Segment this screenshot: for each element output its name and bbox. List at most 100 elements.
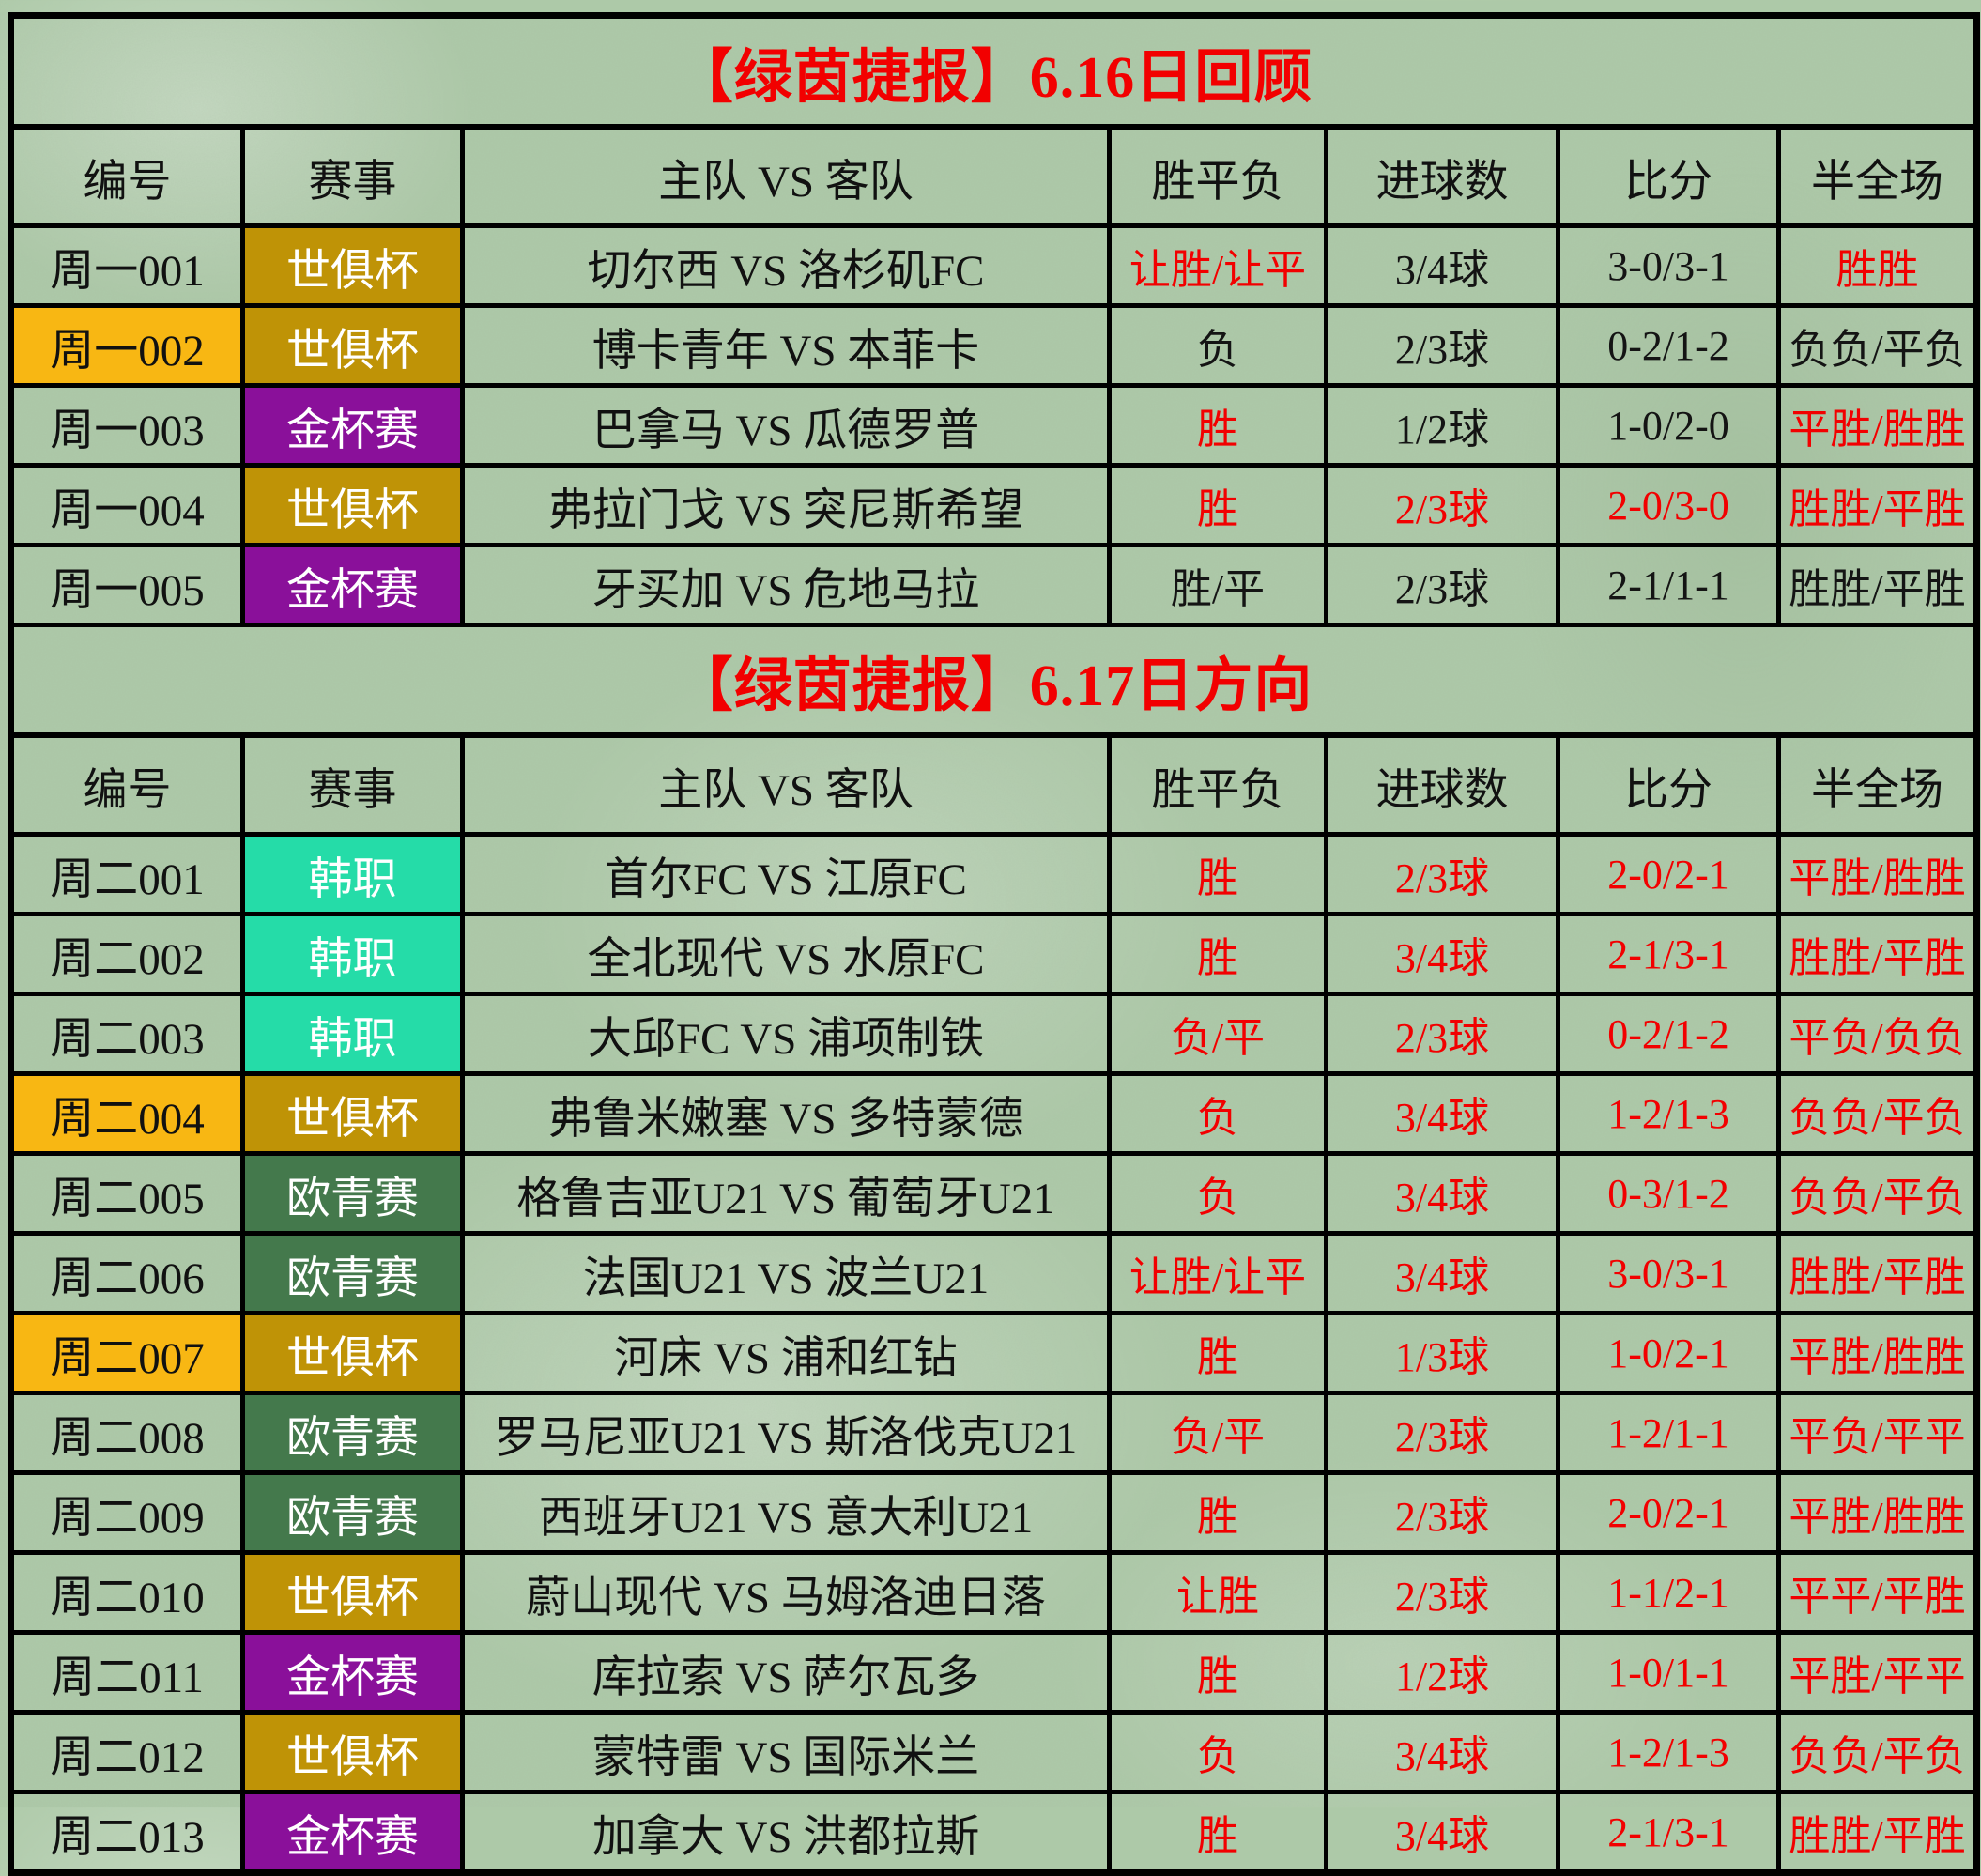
column-header: 胜平负 <box>1107 124 1328 228</box>
league-badge-cell: 金杯赛 <box>240 543 465 627</box>
match-teams-cell: 罗马尼亚U21 VS 斯洛伐克U21 <box>460 1391 1112 1475</box>
result-goals-cell: 3/4球 <box>1324 223 1560 308</box>
result-wdl-cell: 胜 <box>1107 1311 1328 1395</box>
league-badge-cell: 世俱杯 <box>240 1311 465 1395</box>
match-teams-cell: 弗拉门戈 VS 突尼斯希望 <box>460 463 1112 547</box>
match-id-cell: 周一001 <box>8 223 245 308</box>
result-wdl-cell: 负 <box>1107 1151 1328 1236</box>
result-score-cell: 1-1/2-1 <box>1556 1550 1781 1635</box>
result-goals-cell: 2/3球 <box>1324 303 1560 388</box>
column-header: 半全场 <box>1775 124 1980 228</box>
league-badge-cell: 世俱杯 <box>240 1710 465 1794</box>
league-badge-cell: 韩职 <box>240 912 465 996</box>
match-id-cell: 周一003 <box>8 383 245 468</box>
bulletin-page: { "palette": { "page_background": "#adc9… <box>0 12 1981 1876</box>
league-badge-cell: 金杯赛 <box>240 1630 465 1715</box>
result-wdl-cell: 胜 <box>1107 463 1328 547</box>
match-id-cell: 周一004 <box>8 463 245 547</box>
result-wdl-cell: 胜 <box>1107 1790 1328 1875</box>
result-wdl-cell: 负 <box>1107 303 1328 388</box>
section-title-row: 【绿茵捷报】6.16日回顾 <box>8 13 1980 130</box>
result-goals-cell: 3/4球 <box>1324 1710 1560 1794</box>
match-row: 周二011 金杯赛 库拉索 VS 萨尔瓦多胜 1/2球 1-0/1-1 平胜/平平 <box>8 1630 1980 1715</box>
result-wdl-cell: 胜 <box>1107 912 1328 996</box>
match-row: 周一005 金杯赛 牙买加 VS 危地马拉 胜/平 2/3球 2-1/1-1 胜胜/平胜 <box>8 543 1980 627</box>
section-june16-review: 【绿茵捷报】6.16日回顾 编号 赛事 主队 VS 客队 胜平负 进球数 比分 半全场 周一0… <box>8 13 1980 627</box>
result-wdl-cell: 胜 <box>1107 1470 1328 1555</box>
match-row: 周二009 欧青赛 西班牙U21 VS 意大利U21 胜 2/3球 2-0/2-1 平胜/胜… <box>8 1470 1980 1555</box>
column-header: 主队 VS 客队 <box>460 124 1112 228</box>
match-row: 周二012 世俱杯 蒙特雷 VS 国际米兰负 3/4球 1-2/1-3 负负/平负 <box>8 1710 1980 1794</box>
section-title-row: 【绿茵捷报】6.17日方向 <box>8 623 1980 738</box>
result-htft-cell: 平胜/平平 <box>1775 1630 1980 1715</box>
league-badge-cell: 欧青赛 <box>240 1391 465 1475</box>
section-title: 【绿茵捷报】6.16日回顾 <box>8 13 1980 130</box>
match-row: 周二004 世俱杯 弗鲁米嫩塞 VS 多特蒙德负 3/4球 1-2/1-3 负负/平负 <box>8 1071 1980 1156</box>
match-id-cell: 周二006 <box>8 1231 245 1315</box>
match-id-cell: 周二013 <box>8 1790 245 1875</box>
results-table: 【绿茵捷报】6.16日回顾 编号 赛事 主队 VS 客队 胜平负 进球数 比分 半全场 周一0… <box>8 12 1981 1876</box>
match-teams-cell: 法国U21 VS 波兰U21 <box>460 1231 1112 1315</box>
result-goals-cell: 2/3球 <box>1324 992 1560 1076</box>
match-id-cell: 周二003 <box>8 992 245 1076</box>
column-header: 进球数 <box>1324 732 1560 837</box>
match-row: 周二006 欧青赛 法国U21 VS 波兰U21 让胜/让平 3/4球 3-0/3-1 胜胜… <box>8 1231 1980 1315</box>
match-teams-cell: 格鲁吉亚U21 VS 葡萄牙U21 <box>460 1151 1112 1236</box>
match-teams-cell: 首尔FC VS 江原FC <box>460 832 1112 916</box>
league-badge-cell: 韩职 <box>240 992 465 1076</box>
result-goals-cell: 3/4球 <box>1324 1071 1560 1156</box>
match-teams-cell: 全北现代 VS 水原FC <box>460 912 1112 996</box>
match-teams-cell: 蒙特雷 VS 国际米兰 <box>460 1710 1112 1794</box>
result-htft-cell: 负负/平负 <box>1775 1151 1980 1236</box>
match-id-cell: 周二010 <box>8 1550 245 1635</box>
result-score-cell: 1-2/1-3 <box>1556 1071 1781 1156</box>
match-id-cell: 周二008 <box>8 1391 245 1475</box>
column-header: 比分 <box>1556 124 1781 228</box>
league-badge-cell: 世俱杯 <box>240 223 465 308</box>
match-row: 周一001 世俱杯 切尔西 VS 洛杉矶FC 让胜/让平 3/4球 3-0/3-1 胜胜 <box>8 223 1980 308</box>
league-badge-cell: 世俱杯 <box>240 303 465 388</box>
result-goals-cell: 2/3球 <box>1324 1391 1560 1475</box>
result-score-cell: 1-0/2-1 <box>1556 1311 1781 1395</box>
section-title: 【绿茵捷报】6.17日方向 <box>8 623 1980 738</box>
result-score-cell: 3-0/3-1 <box>1556 223 1781 308</box>
match-row: 周二003 韩职 大邱FC VS 浦项制铁 负/平 2/3球 0-2/1-2 平负/负负 <box>8 992 1980 1076</box>
result-htft-cell: 负负/平负 <box>1775 1710 1980 1794</box>
result-score-cell: 2-1/1-1 <box>1556 543 1781 627</box>
result-goals-cell: 3/4球 <box>1324 1231 1560 1315</box>
result-goals-cell: 2/3球 <box>1324 463 1560 547</box>
result-htft-cell: 负负/平负 <box>1775 303 1980 388</box>
result-wdl-cell: 让胜 <box>1107 1550 1328 1635</box>
match-row: 周二002 韩职 全北现代 VS 水原FC 胜 3/4球 2-1/3-1 胜胜/平胜 <box>8 912 1980 996</box>
result-wdl-cell: 负/平 <box>1107 1391 1328 1475</box>
result-htft-cell: 平负/平平 <box>1775 1391 1980 1475</box>
result-goals-cell: 3/4球 <box>1324 1790 1560 1875</box>
match-id-cell: 周二004 <box>8 1071 245 1156</box>
result-goals-cell: 1/3球 <box>1324 1311 1560 1395</box>
result-wdl-cell: 胜 <box>1107 832 1328 916</box>
column-header: 赛事 <box>240 124 465 228</box>
result-htft-cell: 胜胜 <box>1775 223 1980 308</box>
result-htft-cell: 胜胜/平胜 <box>1775 1790 1980 1875</box>
match-teams-cell: 牙买加 VS 危地马拉 <box>460 543 1112 627</box>
result-wdl-cell: 胜/平 <box>1107 543 1328 627</box>
match-teams-cell: 巴拿马 VS 瓜德罗普 <box>460 383 1112 468</box>
match-id-cell: 周一005 <box>8 543 245 627</box>
result-htft-cell: 平胜/胜胜 <box>1775 1470 1980 1555</box>
match-teams-cell: 大邱FC VS 浦项制铁 <box>460 992 1112 1076</box>
match-id-cell: 周二001 <box>8 832 245 916</box>
column-header: 主队 VS 客队 <box>460 732 1112 837</box>
result-htft-cell: 平胜/胜胜 <box>1775 832 1980 916</box>
match-row: 周二007 世俱杯 河床 VS 浦和红钻胜 1/3球 1-0/2-1 平胜/胜胜 <box>8 1311 1980 1395</box>
column-header: 赛事 <box>240 732 465 837</box>
match-row: 周二013 金杯赛 加拿大 VS 洪都拉斯胜 3/4球 2-1/3-1 胜胜/平胜 <box>8 1790 1980 1875</box>
match-teams-cell: 加拿大 VS 洪都拉斯 <box>460 1790 1112 1875</box>
result-wdl-cell: 负 <box>1107 1710 1328 1794</box>
match-row: 周一003 金杯赛 巴拿马 VS 瓜德罗普胜 1/2球 1-0/2-0 平胜/胜胜 <box>8 383 1980 468</box>
result-htft-cell: 胜胜/平胜 <box>1775 543 1980 627</box>
result-htft-cell: 胜胜/平胜 <box>1775 1231 1980 1315</box>
result-htft-cell: 平胜/胜胜 <box>1775 383 1980 468</box>
result-goals-cell: 3/4球 <box>1324 1151 1560 1236</box>
result-score-cell: 0-2/1-2 <box>1556 303 1781 388</box>
result-score-cell: 1-0/2-0 <box>1556 383 1781 468</box>
